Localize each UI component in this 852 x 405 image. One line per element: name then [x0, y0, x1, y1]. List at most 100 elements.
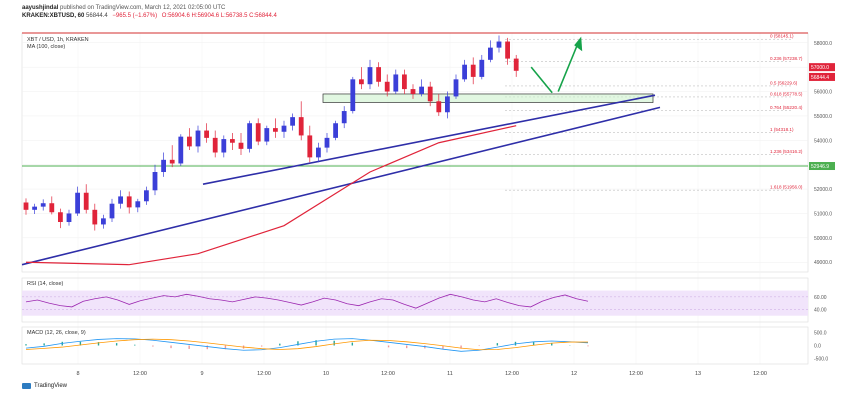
- tradingview-label: TradingView: [34, 383, 68, 389]
- macd-tick-label: -500.0: [814, 357, 828, 363]
- candle-body: [402, 74, 407, 90]
- support-price-label: 52946.9: [811, 164, 829, 170]
- candle-body: [264, 128, 270, 142]
- candle-body: [410, 89, 416, 94]
- fib-level-label: 0 (58145.1): [770, 34, 794, 39]
- rsi-tick-label: 40.00: [814, 307, 827, 313]
- candle-body: [298, 117, 304, 136]
- candle-body: [195, 130, 201, 147]
- candle-body: [281, 125, 287, 132]
- trend-line-upper: [202, 94, 656, 185]
- price-change: −965.5 (−1.67%): [112, 13, 158, 19]
- x-tick-label: 12:00: [753, 371, 767, 377]
- macd-line: [25, 338, 589, 352]
- candle-body: [75, 192, 80, 214]
- candle-body: [341, 111, 347, 124]
- tradingview-logo[interactable]: TradingView: [22, 383, 67, 389]
- x-tick-label: 13: [695, 371, 701, 377]
- y-tick-label: 50000.0: [814, 236, 832, 242]
- candle-body: [204, 130, 209, 138]
- y-tick-label: 58000.0: [814, 41, 832, 47]
- last-price: 56844.4: [86, 13, 108, 19]
- price-tag-label: 56844.4: [811, 75, 829, 81]
- x-tick-label: 12:00: [629, 371, 643, 377]
- candle-body: [273, 128, 278, 132]
- fib-level-label: 0.764 (55220.4): [770, 105, 803, 110]
- fib-level-label: 1.236 (53416.2): [770, 149, 803, 154]
- candle-body: [238, 142, 244, 149]
- candle-body: [255, 123, 261, 142]
- candle-body: [290, 117, 295, 126]
- rsi-tick-label: 60.00: [814, 295, 827, 301]
- y-tick-label: 55000.0: [814, 114, 832, 120]
- candle-body: [367, 67, 373, 85]
- projection-arrowhead: [574, 36, 583, 52]
- candle-body: [496, 41, 502, 48]
- x-tick-label: 12:00: [133, 371, 147, 377]
- candle-body: [488, 47, 493, 60]
- candle-body: [505, 41, 510, 59]
- x-tick-label: 12:00: [381, 371, 395, 377]
- macd-signal-line: [25, 338, 588, 351]
- candle-body: [462, 64, 467, 80]
- candle-body: [350, 79, 356, 112]
- macd-pane[interactable]: 500.0 0.0 -500.0: [21, 326, 828, 365]
- y-tick-label: 56000.0: [814, 90, 832, 96]
- candle-body: [101, 218, 106, 225]
- candle-body: [83, 192, 89, 210]
- candle-body: [23, 202, 29, 210]
- fib-level-label: 0.236 (57238.7): [770, 56, 803, 61]
- projection-up-arrow: [557, 42, 579, 92]
- candle-body: [376, 67, 381, 82]
- x-tick-label: 12:00: [505, 371, 519, 377]
- candle-body: [169, 159, 175, 164]
- candle-body: [333, 123, 338, 138]
- tradingview-icon: [22, 383, 31, 389]
- price-pane[interactable]: [21, 32, 808, 266]
- candle-body: [118, 196, 123, 204]
- symbol-info: KRAKEN:XBTUSD, 60 56844.4 −965.5 (−1.67%…: [22, 13, 277, 19]
- macd-tick-label: 0.0: [814, 344, 821, 350]
- candle-body: [212, 137, 218, 153]
- candle-body: [221, 139, 227, 153]
- rsi-pane[interactable]: 60.00 40.00: [21, 277, 827, 323]
- publish-info: aayushjindal published on TradingView.co…: [22, 5, 225, 11]
- candle-body: [92, 209, 98, 225]
- price-axis[interactable]: 49000.050000.051000.052000.053000.054000…: [809, 41, 835, 266]
- trend-line-lower: [21, 106, 661, 266]
- candle-body: [66, 213, 72, 223]
- candle-body: [161, 159, 166, 173]
- candle-body: [359, 79, 364, 85]
- support-price-tag: [809, 162, 835, 171]
- author-name[interactable]: aayushjindal: [22, 5, 59, 11]
- price-tag-label: 57000.0: [811, 65, 829, 71]
- x-tick-label: 12:00: [257, 371, 271, 377]
- projection-down-arrow: [530, 66, 553, 94]
- support-zone: [322, 93, 654, 103]
- candle-body: [324, 137, 330, 148]
- fibonacci-levels: 0 (58145.1) 0.236 (57238.7) 0.5 (56229.6) 0…: [505, 34, 803, 191]
- candle-body: [135, 201, 141, 208]
- candle-body: [427, 86, 433, 102]
- symbol-label: KRAKEN:XBTUSD, 60: [22, 13, 85, 19]
- candle-body: [436, 101, 442, 113]
- candle-body: [419, 86, 424, 94]
- y-tick-label: 54000.0: [814, 138, 832, 144]
- fib-level-label: 0.618 (55778.5): [770, 91, 803, 96]
- price-tag: [809, 63, 835, 72]
- macd-pane-frame: [21, 326, 809, 365]
- ma100-line: [25, 125, 517, 266]
- fib-level-label: 1 (54318.1): [770, 127, 794, 132]
- candle-body: [32, 206, 37, 210]
- macd-legend: MACD (12, 26, close, 9): [27, 330, 86, 336]
- candle-body: [126, 196, 132, 208]
- publish-text: published on TradingView.com, March 12, …: [60, 5, 226, 11]
- candle-body: [470, 64, 476, 77]
- candle-body: [479, 59, 485, 77]
- time-axis[interactable]: 8 12:00 9 12:00 10 12:00 11 12:00 12 12:00 13 12:00: [76, 371, 766, 377]
- ohlc-values: O:56904.6 H:56904.6 L:56738.5 C:56844.4: [161, 13, 277, 19]
- candle-body: [316, 147, 321, 158]
- x-tick-label: 8: [76, 371, 79, 377]
- candle-body: [230, 139, 235, 143]
